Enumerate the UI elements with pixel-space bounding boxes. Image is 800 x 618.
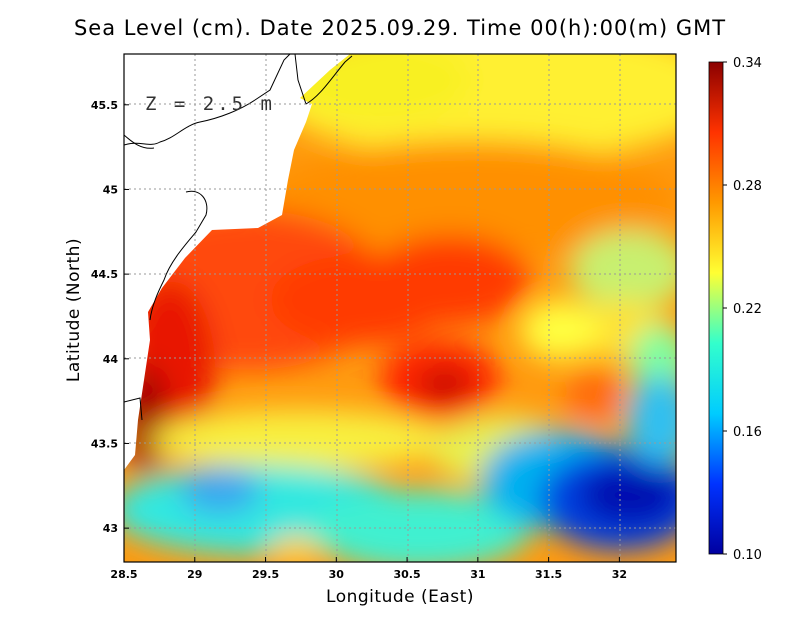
x-tick-label: 30.5 [394,568,421,581]
x-tick-label: 31.5 [535,568,562,581]
x-tick-label: 30 [329,568,345,581]
x-tick-label: 31 [470,568,485,581]
plot-frame [123,53,677,563]
y-axis-ticks: 43 43.5 44 44.5 45 45.5 [91,99,129,535]
y-tick-label: 43.5 [91,437,118,450]
x-axis-label: Longitude (East) [326,587,474,607]
y-tick-label: 43 [103,522,118,535]
y-tick-label: 44 [103,353,119,366]
colorbar-tick-label: 0.16 [733,425,762,440]
colorbar-tick-label: 0.28 [733,179,762,194]
grid [124,54,676,562]
colorbar [708,61,724,555]
colorbar-ticks: 0.10 0.16 0.22 0.28 0.34 [723,56,762,563]
heat-field [124,54,676,562]
colorbar-tick-label: 0.34 [733,56,762,71]
x-tick-label: 28.5 [110,568,137,581]
x-axis-ticks: 28.5 29 29.5 30 30.5 31 31.5 32 [110,557,627,581]
land-mask [124,54,350,470]
map-title: Sea Level (cm). Date 2025.09.29. Time 00… [73,16,727,40]
x-tick-label: 29 [187,568,202,581]
coastline [123,53,353,421]
colorbar-tick-label: 0.22 [733,302,762,317]
depth-label: Z = 2.5 m [145,93,275,115]
y-tick-label: 44.5 [91,268,118,281]
x-tick-label: 32 [612,568,627,581]
y-tick-label: 45 [103,183,118,196]
colorbar-tick-label: 0.10 [733,548,762,563]
y-axis-label: Latitude (North) [64,237,84,383]
y-tick-label: 45.5 [91,99,118,112]
x-tick-label: 29.5 [252,568,279,581]
